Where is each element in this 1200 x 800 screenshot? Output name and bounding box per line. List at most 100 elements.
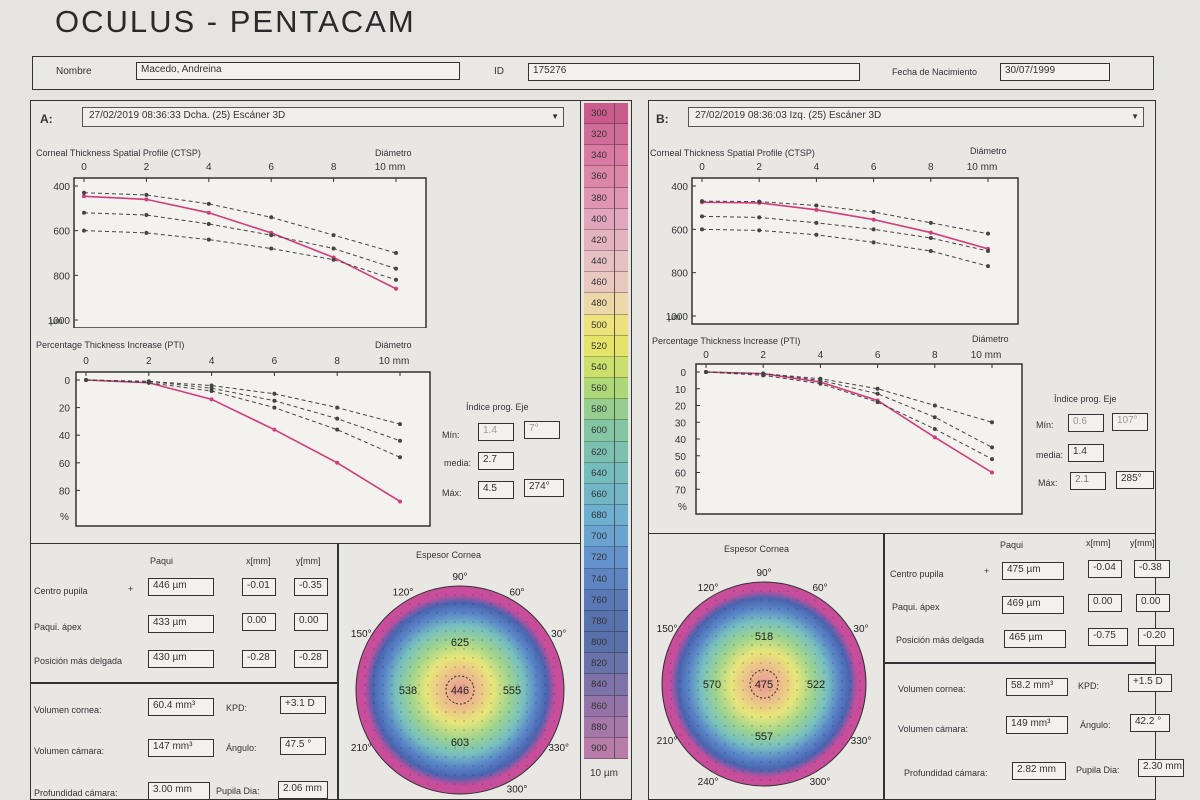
panel-b-scan-select[interactable]: 27/02/2019 08:36:03 Izq. (25) Escáner 3D… [688, 107, 1144, 127]
panel-a-scan-select[interactable]: 27/02/2019 08:36:33 Dcha. (25) Escáner 3… [82, 107, 564, 127]
map-grid-dot [814, 689, 816, 691]
data-point [144, 213, 149, 218]
panel-b-min-field[interactable]: 0.6 [1068, 414, 1104, 432]
map-grid-dot [751, 590, 753, 592]
y-tick-label: 1000 [666, 312, 689, 323]
panel-b-max-eje-field[interactable]: 285° [1116, 471, 1154, 489]
map-grid-dot [454, 639, 456, 641]
map-grid-dot [373, 693, 375, 695]
map-grid-dot [454, 594, 456, 596]
panel-b-centro-paqui[interactable]: 475 µm [1002, 562, 1064, 580]
map-grid-dot [481, 684, 483, 686]
map-grid-dot [526, 621, 528, 623]
panel-a-apex-y[interactable]: 0.00 [294, 613, 328, 631]
fecha-field[interactable]: 30/07/1999 [1000, 63, 1110, 81]
panel-a-pupila-field[interactable]: 2.06 mm [278, 781, 328, 799]
panel-b-apex-y[interactable]: 0.00 [1136, 594, 1170, 612]
panel-a-vol-camara-field[interactable]: 147 mm³ [148, 739, 214, 757]
id-field[interactable]: 175276 [528, 63, 860, 81]
panel-b-vol-camara-field[interactable]: 149 mm³ [1006, 716, 1068, 734]
panel-b-delgada-x[interactable]: -0.75 [1088, 628, 1128, 646]
panel-a-kpd-field[interactable]: +3.1 D [280, 696, 326, 714]
panel-b-letter: B: [656, 112, 669, 126]
nombre-field[interactable]: Macedo, Andreina [136, 62, 460, 80]
panel-b-max-field[interactable]: 2.1 [1070, 472, 1106, 490]
panel-b-centro-y[interactable]: -0.38 [1134, 560, 1170, 578]
panel-b-delgada-paqui[interactable]: 465 µm [1004, 630, 1066, 648]
scale-swatch [615, 568, 628, 590]
map-grid-dot [499, 774, 501, 776]
map-grid-dot [517, 693, 519, 695]
panel-b-indice-label: Índice prog. Eje [1054, 394, 1117, 404]
map-grid-dot [841, 689, 843, 691]
map-grid-dot [409, 639, 411, 641]
map-grid-dot [760, 743, 762, 745]
panel-b-apex-paqui[interactable]: 469 µm [1002, 596, 1064, 614]
map-grid-dot [724, 689, 726, 691]
map-grid-dot [715, 752, 717, 754]
map-grid-dot [769, 716, 771, 718]
map-grid-dot [490, 747, 492, 749]
panel-a-delgada-x[interactable]: -0.28 [242, 650, 276, 668]
map-grid-dot [553, 675, 555, 677]
panel-b-media-field[interactable]: 1.4 [1068, 444, 1104, 462]
panel-a-prof-field[interactable]: 3.00 mm [148, 782, 210, 800]
panel-b-min-eje-field[interactable]: 107° [1112, 413, 1148, 431]
map-grid-dot [427, 648, 429, 650]
panel-b-vol-cornea-field[interactable]: 58.2 mm³ [1006, 678, 1068, 696]
map-grid-dot [751, 761, 753, 763]
map-grid-dot [670, 671, 672, 673]
map-grid-dot [418, 657, 420, 659]
panel-a-min-eje-field[interactable]: 7° [524, 421, 560, 439]
y-tick-label: 800 [53, 271, 70, 282]
map-inferior-value: 603 [451, 737, 469, 749]
map-grid-dot [778, 716, 780, 718]
panel-a-centro-y[interactable]: -0.35 [294, 578, 328, 596]
map-grid-dot [472, 747, 474, 749]
panel-b-angulo-field[interactable]: 42.2 ° [1130, 714, 1170, 732]
panel-a-max-field[interactable]: 4.5 [478, 481, 514, 499]
panel-b-apex-x[interactable]: 0.00 [1088, 594, 1122, 612]
panel-b-pupila-field[interactable]: 2.30 mm [1138, 759, 1184, 777]
map-grid-dot [796, 716, 798, 718]
panel-a-max-eje-field[interactable]: 274° [524, 479, 564, 497]
map-grid-dot [814, 752, 816, 754]
map-grid-dot [805, 725, 807, 727]
panel-a-apex-paqui[interactable]: 433 µm [148, 615, 214, 633]
panel-b-centro-x[interactable]: -0.04 [1088, 560, 1122, 578]
map-grid-dot [418, 720, 420, 722]
map-grid-dot [391, 657, 393, 659]
map-grid-dot [481, 612, 483, 614]
y-tick-label: 800 [671, 269, 688, 280]
panel-a-angulo-field[interactable]: 47.5 ° [280, 737, 326, 755]
data-point [986, 231, 990, 236]
data-point [82, 210, 86, 215]
map-grid-dot [850, 707, 852, 709]
map-grid-dot [481, 603, 483, 605]
panel-a-apex-x[interactable]: 0.00 [242, 613, 276, 631]
panel-a-centro-x[interactable]: -0.01 [242, 578, 276, 596]
map-grid-dot [526, 657, 528, 659]
panel-b-delgada-y[interactable]: -0.20 [1138, 628, 1174, 646]
panel-b-kpd-field[interactable]: +1.5 D [1128, 674, 1172, 692]
map-grid-dot [688, 743, 690, 745]
panel-a-delgada-y[interactable]: -0.28 [294, 650, 328, 668]
map-grid-dot [724, 653, 726, 655]
x-tick-label: 10 mm [971, 350, 1002, 361]
angle-label: 150° [657, 624, 678, 635]
panel-a-vol-cornea-field[interactable]: 60.4 mm³ [148, 698, 214, 716]
map-grid-dot [751, 734, 753, 736]
panel-a-centro-paqui[interactable]: 446 µm [148, 578, 214, 596]
map-grid-dot [832, 680, 834, 682]
x-tick-label: 8 [928, 162, 934, 173]
panel-a-media-field[interactable]: 2.7 [478, 452, 514, 470]
y-tick-label: 400 [671, 182, 688, 193]
map-grid-dot [382, 657, 384, 659]
map-grid-dot [832, 617, 834, 619]
panel-a-delgada-paqui[interactable]: 430 µm [148, 650, 214, 668]
map-grid-dot [688, 626, 690, 628]
panel-a-min-field[interactable]: 1.4 [478, 423, 514, 441]
map-grid-dot [490, 594, 492, 596]
map-superior-value: 625 [451, 637, 469, 649]
panel-b-prof-field[interactable]: 2.82 mm [1012, 762, 1066, 780]
